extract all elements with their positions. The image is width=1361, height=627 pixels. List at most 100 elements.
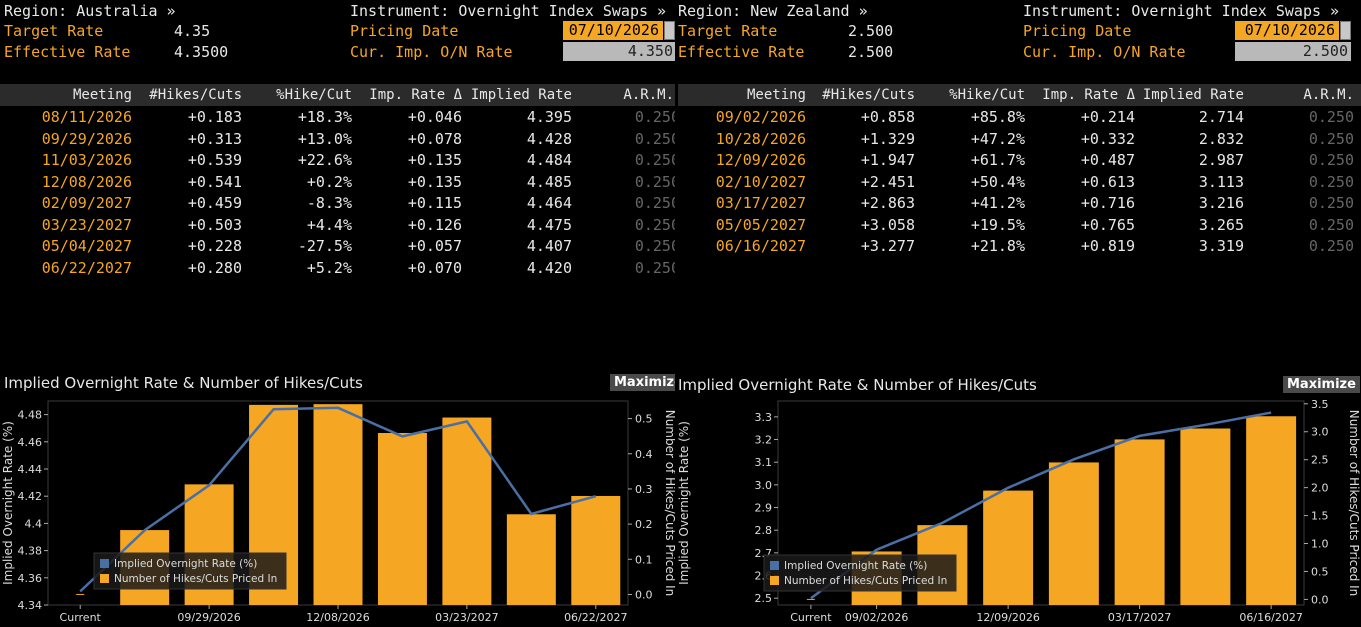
y-tick-label: 4.4	[25, 517, 43, 530]
region-selector[interactable]: Region: Australia »	[4, 2, 176, 20]
table-row[interactable]: 05/05/2027 +3.058 +19.5% +0.765 3.265 0.250	[678, 214, 1361, 236]
panel-new-zealand: Region: New Zealand » Instrument: Overni…	[678, 0, 1361, 627]
cur-imp-rate-field[interactable]: 2.500	[1235, 42, 1351, 61]
y2-tick-label: 0.2	[635, 518, 653, 531]
implied-rate: 3.265	[1198, 215, 1244, 234]
pricing-date-field[interactable]: 07/10/2026	[563, 21, 663, 40]
legend-box	[763, 554, 957, 592]
implied-rate: 4.407	[526, 237, 572, 255]
arm-value: 0.250	[1308, 172, 1354, 191]
arm-value: 0.250	[634, 129, 676, 148]
table-header: Meeting #Hikes/Cuts %Hike/Cut Imp. Rate …	[0, 84, 676, 106]
table-row[interactable]: 12/08/2026 +0.541 +0.2% +0.135 4.485 0.250	[0, 171, 676, 193]
hikes-cuts: +0.280	[187, 258, 242, 277]
table-row[interactable]: 06/16/2027 +3.277 +21.8% +0.819 3.319 0.250	[678, 235, 1361, 257]
table-header: Meeting #Hikes/Cuts %Hike/Cut Imp. Rate …	[678, 84, 1361, 106]
pricing-date-field[interactable]: 07/10/2026	[1235, 21, 1339, 40]
pct-hike-cut: +0.2%	[306, 172, 352, 191]
table-row[interactable]: 10/28/2026 +1.329 +47.2% +0.332 2.832 0.250	[678, 128, 1361, 150]
hikes-cuts: +0.541	[187, 172, 242, 191]
x-tick-label: 12/08/2026	[306, 611, 369, 624]
legend-label-line: Implied Overnight Rate (%)	[114, 558, 257, 570]
arm-value: 0.250	[1308, 108, 1354, 126]
implied-rate: 4.428	[526, 129, 572, 148]
col-imp-rate-delta[interactable]: Imp. Rate Δ	[369, 87, 462, 103]
col-imp-rate-delta[interactable]: Imp. Rate Δ	[1042, 87, 1135, 103]
implied-rate: 4.464	[526, 194, 572, 212]
y2-tick-label: 2.5	[1311, 454, 1329, 467]
table-row[interactable]: 08/11/2026 +0.183 +18.3% +0.046 4.395 0.250	[0, 106, 676, 128]
y-axis-label: Implied Overnight Rate (%)	[1, 421, 15, 585]
pct-hike-cut: +13.0%	[297, 129, 352, 148]
arm-value: 0.250	[634, 151, 676, 169]
implied-rate: 4.475	[526, 215, 572, 234]
x-tick-label: 09/29/2026	[177, 611, 240, 624]
arm-value: 0.250	[1308, 237, 1354, 255]
region-selector[interactable]: Region: New Zealand »	[678, 2, 868, 20]
table-row[interactable]: 12/09/2026 +1.947 +61.7% +0.487 2.987 0.250	[678, 149, 1361, 171]
table-row[interactable]: 09/29/2026 +0.313 +13.0% +0.078 4.428 0.250	[0, 128, 676, 150]
y-tick-label: 3.2	[755, 434, 773, 447]
chart-title: Implied Overnight Rate & Number of Hikes…	[4, 374, 363, 392]
implied-rate-chart: 2.52.62.72.82.93.03.13.23.30.00.51.01.52…	[678, 398, 1361, 624]
maximize-button[interactable]: Maximize	[1283, 376, 1360, 393]
table-row[interactable]: 11/03/2026 +0.539 +22.6% +0.135 4.484 0.250	[0, 149, 676, 171]
pct-hike-cut: +22.6%	[297, 151, 352, 169]
imp-rate-delta: +0.070	[407, 258, 462, 277]
y-tick-label: 4.44	[18, 463, 43, 476]
arm-value: 0.250	[1308, 151, 1354, 169]
x-tick-label: 12/09/2026	[976, 611, 1039, 624]
table-row[interactable]: 02/09/2027 +0.459 -8.3% +0.115 4.464 0.250	[0, 192, 676, 214]
col-arm[interactable]: A.R.M.	[1303, 87, 1354, 103]
arm-value: 0.250	[1308, 194, 1354, 212]
cur-imp-rate-field[interactable]: 4.350	[563, 42, 676, 61]
y-tick-label: 4.38	[18, 545, 43, 558]
maximize-button[interactable]: Maximize	[610, 374, 676, 391]
hikes-cuts: +0.183	[187, 108, 242, 126]
x-tick-label: 06/16/2027	[1239, 611, 1302, 624]
instrument-selector[interactable]: Instrument: Overnight Index Swaps »	[350, 2, 667, 20]
chart-title: Implied Overnight Rate & Number of Hikes…	[678, 376, 1037, 394]
col-meeting[interactable]: Meeting	[72, 87, 132, 103]
table-row[interactable]: 06/22/2027 +0.280 +5.2% +0.070 4.420 0.250	[0, 257, 676, 279]
meeting-table: Meeting #Hikes/Cuts %Hike/Cut Imp. Rate …	[678, 84, 1361, 257]
arm-value: 0.250	[634, 215, 676, 234]
arm-value: 0.250	[1308, 129, 1354, 148]
col-pct-hike-cut[interactable]: %Hike/Cut	[949, 87, 1025, 103]
hikes-cuts: +1.947	[860, 151, 915, 169]
y2-tick-label: 3.5	[1311, 398, 1329, 411]
table-row[interactable]: 09/02/2026 +0.858 +85.8% +0.214 2.714 0.250	[678, 106, 1361, 128]
y2-tick-label: 0.3	[635, 483, 653, 496]
col-implied-rate[interactable]: Implied Rate	[470, 87, 572, 103]
calendar-icon[interactable]	[664, 21, 675, 40]
imp-rate-delta: +0.135	[407, 172, 462, 191]
meeting-date: 06/22/2027	[41, 258, 132, 277]
table-row[interactable]: 05/04/2027 +0.228 -27.5% +0.057 4.407 0.250	[0, 235, 676, 257]
col-arm[interactable]: A.R.M.	[623, 87, 674, 103]
calendar-icon[interactable]	[1340, 21, 1351, 40]
pct-hike-cut: +47.2%	[970, 129, 1025, 148]
x-tick-label: 03/17/2027	[1108, 611, 1171, 624]
col-implied-rate[interactable]: Implied Rate	[1142, 87, 1244, 103]
y2-axis-label: Number of Hikes/Cuts Priced In	[663, 410, 676, 597]
imp-rate-delta: +0.819	[1080, 237, 1135, 255]
effective-rate-value: 2.500	[848, 43, 894, 61]
implied-rate: 3.216	[1198, 194, 1244, 212]
implied-rate: 2.832	[1198, 129, 1244, 148]
y-tick-label: 4.42	[18, 490, 43, 503]
table-row[interactable]: 02/10/2027 +2.451 +50.4% +0.613 3.113 0.250	[678, 171, 1361, 193]
effective-rate-label: Effective Rate	[4, 43, 131, 61]
table-body: 08/11/2026 +0.183 +18.3% +0.046 4.395 0.250 09…	[0, 106, 676, 278]
pct-hike-cut: +41.2%	[970, 194, 1025, 212]
y2-tick-label: 1.0	[1311, 538, 1329, 551]
col-hikes-cuts[interactable]: #Hikes/Cuts	[149, 87, 242, 103]
col-meeting[interactable]: Meeting	[746, 87, 806, 103]
pricing-date-label: Pricing Date	[350, 22, 459, 40]
table-row[interactable]: 03/23/2027 +0.503 +4.4% +0.126 4.475 0.250	[0, 214, 676, 236]
table-row[interactable]: 03/17/2027 +2.863 +41.2% +0.716 3.216 0.250	[678, 192, 1361, 214]
legend-swatch-bar	[770, 576, 779, 585]
col-pct-hike-cut[interactable]: %Hike/Cut	[276, 87, 352, 103]
instrument-selector[interactable]: Instrument: Overnight Index Swaps »	[1023, 2, 1340, 20]
meeting-date: 03/17/2027	[715, 194, 806, 212]
col-hikes-cuts[interactable]: #Hikes/Cuts	[822, 87, 915, 103]
